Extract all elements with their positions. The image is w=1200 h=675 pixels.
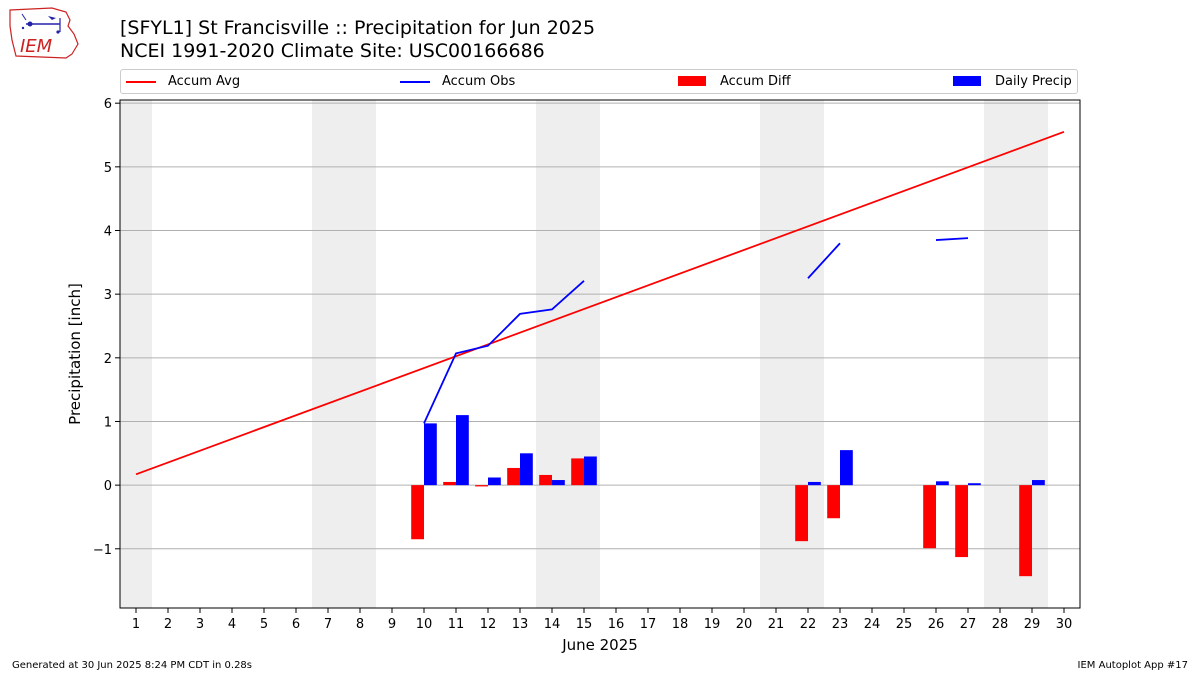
accum-diff-bar-day-29 xyxy=(1019,485,1032,577)
x-tick-label-12: 12 xyxy=(480,617,497,632)
x-tick-label-13: 13 xyxy=(512,617,529,632)
accum-diff-bar-day-23 xyxy=(827,485,840,519)
accum-diff-bar-day-14 xyxy=(539,474,552,486)
x-tick-label-9: 9 xyxy=(388,617,396,632)
accum-diff-bar-day-11 xyxy=(443,481,456,486)
x-tick-label-3: 3 xyxy=(196,617,204,632)
x-tick-label-15: 15 xyxy=(576,617,593,632)
accum-obs-line-segment-1 xyxy=(423,280,585,424)
x-tick-label-5: 5 xyxy=(260,617,268,632)
app-id: IEM Autoplot App #17 xyxy=(1077,660,1188,671)
weekend-band-2 xyxy=(312,100,376,608)
x-tick-label-22: 22 xyxy=(800,617,817,632)
weekend-band-3 xyxy=(536,100,600,608)
logo-text: IEM xyxy=(20,36,53,57)
x-tick-label-29: 29 xyxy=(1024,617,1041,632)
x-tick-label-21: 21 xyxy=(768,617,785,632)
accum-diff-bar-day-27 xyxy=(955,485,968,558)
x-tick-label-28: 28 xyxy=(992,617,1009,632)
legend-swatch-daily-precip xyxy=(953,76,981,86)
iem-logo: IEM xyxy=(9,7,79,59)
x-tick-label-1: 1 xyxy=(132,617,140,632)
daily-precip-bar-day-14 xyxy=(552,480,565,486)
plot-frame xyxy=(119,99,1081,609)
x-tick-label-14: 14 xyxy=(544,617,561,632)
y-tick-label-3: 3 xyxy=(104,288,112,303)
daily-precip-bar-day-15 xyxy=(584,456,597,486)
x-axis-label: June 2025 xyxy=(561,636,638,654)
chart-title: [SFYL1] St Francisville :: Precipitation… xyxy=(120,17,596,39)
y-tick-label-4: 4 xyxy=(104,225,112,240)
legend-label-daily-precip: Daily Precip xyxy=(995,74,1072,89)
weekend-band-1 xyxy=(120,100,152,608)
x-tick-label-10: 10 xyxy=(416,617,433,632)
x-tick-label-8: 8 xyxy=(356,617,364,632)
legend-swatch-accum-avg xyxy=(126,81,156,83)
x-tick-label-20: 20 xyxy=(736,617,753,632)
accum-diff-bar-day-13 xyxy=(507,467,520,486)
daily-precip-bar-day-22 xyxy=(808,481,821,486)
daily-precip-bar-day-12 xyxy=(488,477,501,486)
y-tick-label-0: 0 xyxy=(104,479,112,494)
legend-label-accum-obs: Accum Obs xyxy=(442,74,516,89)
daily-precip-bar-day-10 xyxy=(424,423,437,486)
daily-precip-bar-day-29 xyxy=(1032,480,1045,486)
y-tick-label-1: 1 xyxy=(104,415,112,430)
y-tick-label-2: 2 xyxy=(104,352,112,367)
x-tick-label-11: 11 xyxy=(448,617,465,632)
x-tick-label-18: 18 xyxy=(672,617,689,632)
chart-subtitle: NCEI 1991-2020 Climate Site: USC00166686 xyxy=(120,40,545,62)
x-tick-label-16: 16 xyxy=(608,617,625,632)
x-tick-label-6: 6 xyxy=(292,617,300,632)
x-tick-label-2: 2 xyxy=(164,617,172,632)
x-tick-label-27: 27 xyxy=(960,617,977,632)
legend-label-accum-avg: Accum Avg xyxy=(168,74,241,89)
accum-diff-bar-day-12 xyxy=(475,485,488,487)
y-tick-label-6: 6 xyxy=(104,97,112,112)
x-tick-label-30: 30 xyxy=(1056,617,1073,632)
x-tick-label-7: 7 xyxy=(324,617,332,632)
x-tick-label-23: 23 xyxy=(832,617,849,632)
accum-obs-line-segment-2 xyxy=(807,242,841,279)
daily-precip-bar-day-11 xyxy=(456,415,469,486)
x-tick-label-26: 26 xyxy=(928,617,945,632)
y-axis-label: Precipitation [inch] xyxy=(66,283,84,425)
legend: Accum Avg Accum Obs Accum Diff Daily Pre… xyxy=(120,69,1078,94)
weekend-band-4 xyxy=(760,100,824,608)
accum-obs-line-segment-3 xyxy=(935,237,969,241)
daily-precip-bar-day-26 xyxy=(936,481,949,486)
generated-timestamp: Generated at 30 Jun 2025 8:24 PM CDT in … xyxy=(12,660,253,671)
daily-precip-bar-day-23 xyxy=(840,450,853,486)
x-tick-label-24: 24 xyxy=(864,617,881,632)
legend-swatch-accum-diff xyxy=(678,76,706,86)
legend-swatch-accum-obs xyxy=(400,81,430,83)
accum-diff-bar-day-15 xyxy=(571,458,584,486)
x-tick-label-4: 4 xyxy=(228,617,236,632)
daily-precip-bar-day-27 xyxy=(968,483,981,486)
y-tick-label--1: −1 xyxy=(93,543,112,558)
legend-label-accum-diff: Accum Diff xyxy=(720,74,791,89)
x-tick-label-19: 19 xyxy=(704,617,721,632)
accum-diff-bar-day-22 xyxy=(795,485,808,542)
accum-diff-bar-day-26 xyxy=(923,485,936,549)
x-tick-label-17: 17 xyxy=(640,617,657,632)
accum-avg-line xyxy=(135,130,1065,476)
daily-precip-bar-day-13 xyxy=(520,453,533,486)
weekend-band-5 xyxy=(984,100,1048,608)
x-tick-label-25: 25 xyxy=(896,617,913,632)
accum-diff-bar-day-10 xyxy=(411,485,424,540)
y-tick-label-5: 5 xyxy=(104,161,112,176)
